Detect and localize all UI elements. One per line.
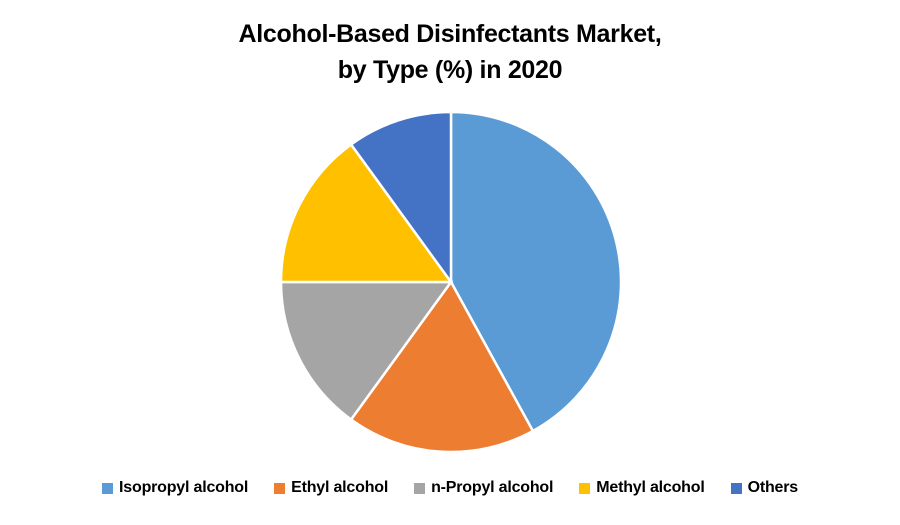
chart-title: Alcohol-Based Disinfectants Market, by Ty…: [0, 16, 900, 88]
legend-swatch-isopropyl-alcohol: [102, 482, 114, 494]
legend-label-ethyl-alcohol: Ethyl alcohol: [291, 479, 389, 496]
chart-title-line2: by Type (%) in 2020: [337, 56, 563, 84]
legend-item-methyl-alcohol: Methyl alcohol: [579, 479, 705, 497]
legend-swatch-others: [730, 482, 742, 494]
legend-label-isopropyl-alcohol: Isopropyl alcohol: [119, 479, 249, 496]
legend: Isopropyl alcohol Ethyl alcohol n-Propyl…: [0, 479, 900, 497]
pie-slice-methyl-alcohol: [279, 142, 454, 284]
pie-slice-isopropyl-alcohol: [449, 110, 623, 433]
pie-slice-others: [349, 110, 453, 286]
legend-swatch-n-propyl-alcohol: [414, 482, 426, 494]
legend-label-others: Others: [747, 479, 799, 496]
legend-item-others: Others: [730, 479, 799, 497]
pie-slice-ethyl-alcohol: [349, 279, 535, 454]
legend-label-n-propyl-alcohol: n-Propyl alcohol: [431, 479, 554, 496]
legend-swatch-ethyl-alcohol: [274, 482, 286, 494]
legend-item-n-propyl-alcohol: n-Propyl alcohol: [414, 479, 553, 497]
legend-item-isopropyl-alcohol: Isopropyl alcohol: [102, 479, 248, 497]
pie-slice-n-propyl-alcohol: [279, 280, 454, 422]
chart-title-line1: Alcohol-Based Disinfectants Market,: [238, 20, 662, 48]
legend-item-ethyl-alcohol: Ethyl alcohol: [274, 479, 388, 497]
legend-swatch-methyl-alcohol: [579, 482, 591, 494]
legend-label-methyl-alcohol: Methyl alcohol: [596, 479, 705, 496]
